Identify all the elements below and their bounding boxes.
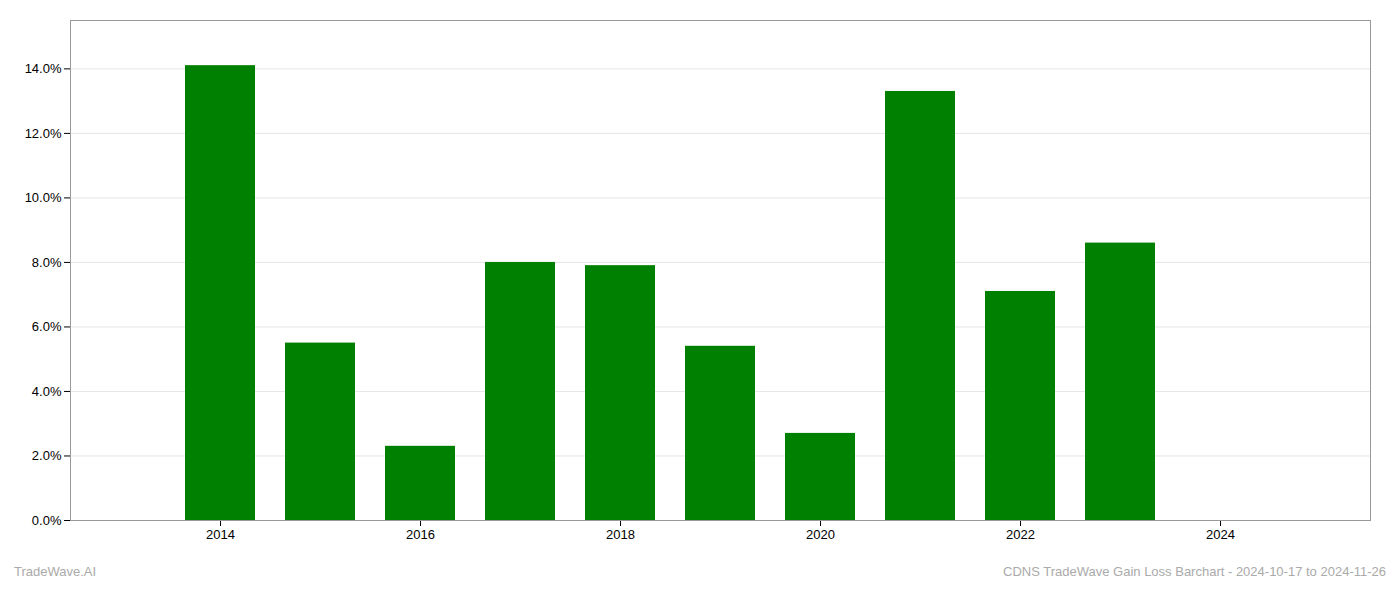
svg-text:2014: 2014	[206, 527, 235, 542]
html-text:CDNS TradeWave Gain Loss Barch: CDNS TradeWave Gain Loss Barchart - 2024…	[1003, 564, 1386, 579]
svg-text:2024: 2024	[1206, 527, 1235, 542]
svg-text:2.0%: 2.0%	[32, 448, 62, 463]
svg-text:2016: 2016	[406, 527, 435, 542]
svg-text:12.0%: 12.0%	[25, 126, 62, 141]
svg-text:2020: 2020	[806, 527, 835, 542]
svg-text:10.0%: 10.0%	[25, 190, 62, 205]
svg-text:8.0%: 8.0%	[32, 255, 62, 270]
svg-text:2022: 2022	[1006, 527, 1035, 542]
svg-text:0.0%: 0.0%	[32, 513, 62, 528]
svg-text:4.0%: 4.0%	[32, 384, 62, 399]
html-text:TradeWave.AI: TradeWave.AI	[14, 564, 97, 579]
svg-text:6.0%: 6.0%	[32, 319, 62, 334]
svg-text:2018: 2018	[606, 527, 635, 542]
svg-text:14.0%: 14.0%	[25, 61, 62, 76]
